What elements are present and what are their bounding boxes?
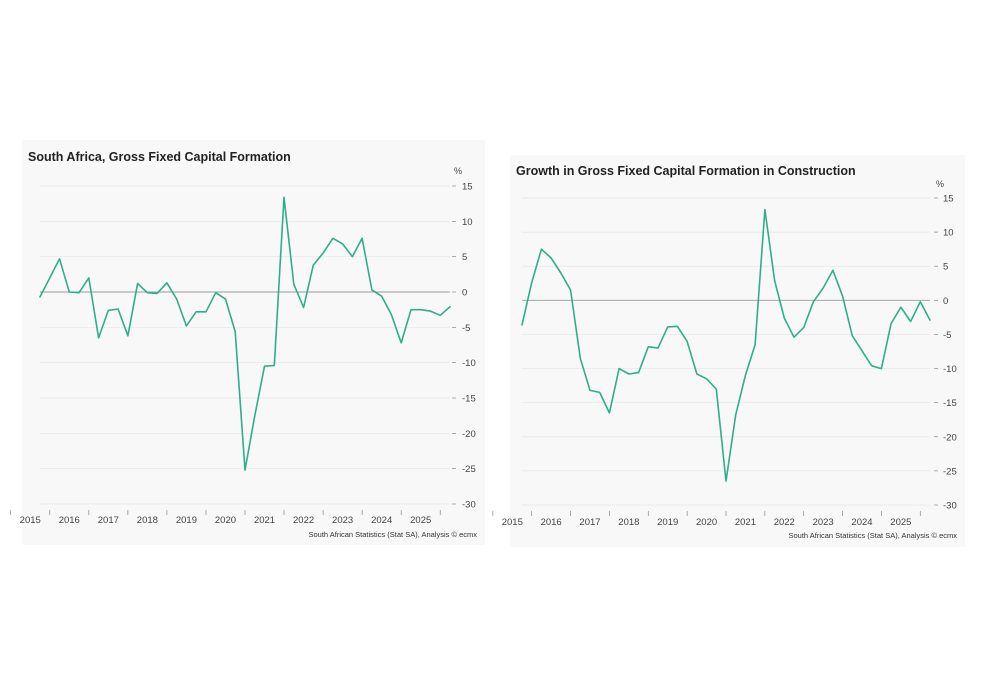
- series-line: [39, 196, 451, 471]
- x-tick-label: 2020: [696, 517, 717, 528]
- y-tick-label: -20: [462, 429, 476, 440]
- y-tick-label: -5: [943, 330, 951, 341]
- x-tick-label: 2019: [657, 517, 678, 528]
- x-tick-label: 2023: [813, 517, 834, 528]
- chart-title: Growth in Gross Fixed Capital Formation …: [516, 164, 856, 178]
- y-tick-label: -30: [943, 501, 957, 512]
- y-tick-label: -5: [462, 323, 470, 334]
- chart-source: South African Statistics (Stat SA), Anal…: [308, 530, 477, 539]
- x-tick-label: 2025: [890, 517, 911, 528]
- x-tick-label: 2015: [502, 517, 523, 528]
- chart-title: South Africa, Gross Fixed Capital Format…: [28, 150, 291, 164]
- y-tick-label: -20: [943, 432, 957, 443]
- y-tick-label: 15: [462, 182, 473, 193]
- x-tick-label: 2017: [98, 515, 119, 526]
- y-tick-label: -25: [943, 466, 957, 477]
- x-tick-label: 2022: [293, 515, 314, 526]
- x-tick-label: 2021: [254, 515, 275, 526]
- y-tick-label: -15: [943, 398, 957, 409]
- y-tick-label: -15: [462, 394, 476, 405]
- y-unit-label: %: [936, 179, 944, 189]
- x-tick-label: 2024: [851, 517, 872, 528]
- chart-panel-gfcf: South Africa, Gross Fixed Capital Format…: [10, 140, 485, 545]
- x-tick-label: 2015: [20, 515, 41, 526]
- y-tick-label: 10: [462, 217, 473, 228]
- chart-panel-construction: Growth in Gross Fixed Capital Formation …: [492, 155, 965, 547]
- x-tick-label: 2018: [137, 515, 158, 526]
- y-unit-label: %: [454, 166, 462, 176]
- y-tick-label: -30: [462, 500, 476, 511]
- x-tick-label: 2019: [176, 515, 197, 526]
- x-tick-label: 2023: [332, 515, 353, 526]
- x-tick-label: 2016: [59, 515, 80, 526]
- y-tick-label: 5: [462, 252, 467, 263]
- y-tick-label: 10: [943, 228, 954, 239]
- y-tick-label: -10: [943, 364, 957, 375]
- y-tick-label: 15: [943, 194, 954, 205]
- chart-source: South African Statistics (Stat SA), Anal…: [788, 531, 957, 540]
- gfcf-line-chart: 15 10 5 0 -5 -10 -15 -20 -25 -30% 2015 2016 2017 2018…: [10, 166, 476, 526]
- y-tick-label: 0: [943, 296, 948, 307]
- series-line: [521, 208, 931, 482]
- y-tick-label: -25: [462, 464, 476, 475]
- x-tick-label: 2021: [735, 517, 756, 528]
- x-tick-label: 2018: [618, 517, 639, 528]
- y-tick-label: 0: [462, 288, 467, 299]
- x-tick-label: 2022: [774, 517, 795, 528]
- x-tick-label: 2016: [541, 517, 562, 528]
- x-tick-label: 2024: [371, 515, 392, 526]
- y-tick-label: 5: [943, 262, 948, 273]
- x-tick-label: 2020: [215, 515, 236, 526]
- x-tick-label: 2017: [579, 517, 600, 528]
- construction-line-chart: 15 10 5 0 -5 -10 -15 -20 -25 -30% 2015 2016 2017 2018…: [492, 179, 957, 528]
- x-tick-label: 2025: [410, 515, 431, 526]
- y-tick-label: -10: [462, 358, 476, 369]
